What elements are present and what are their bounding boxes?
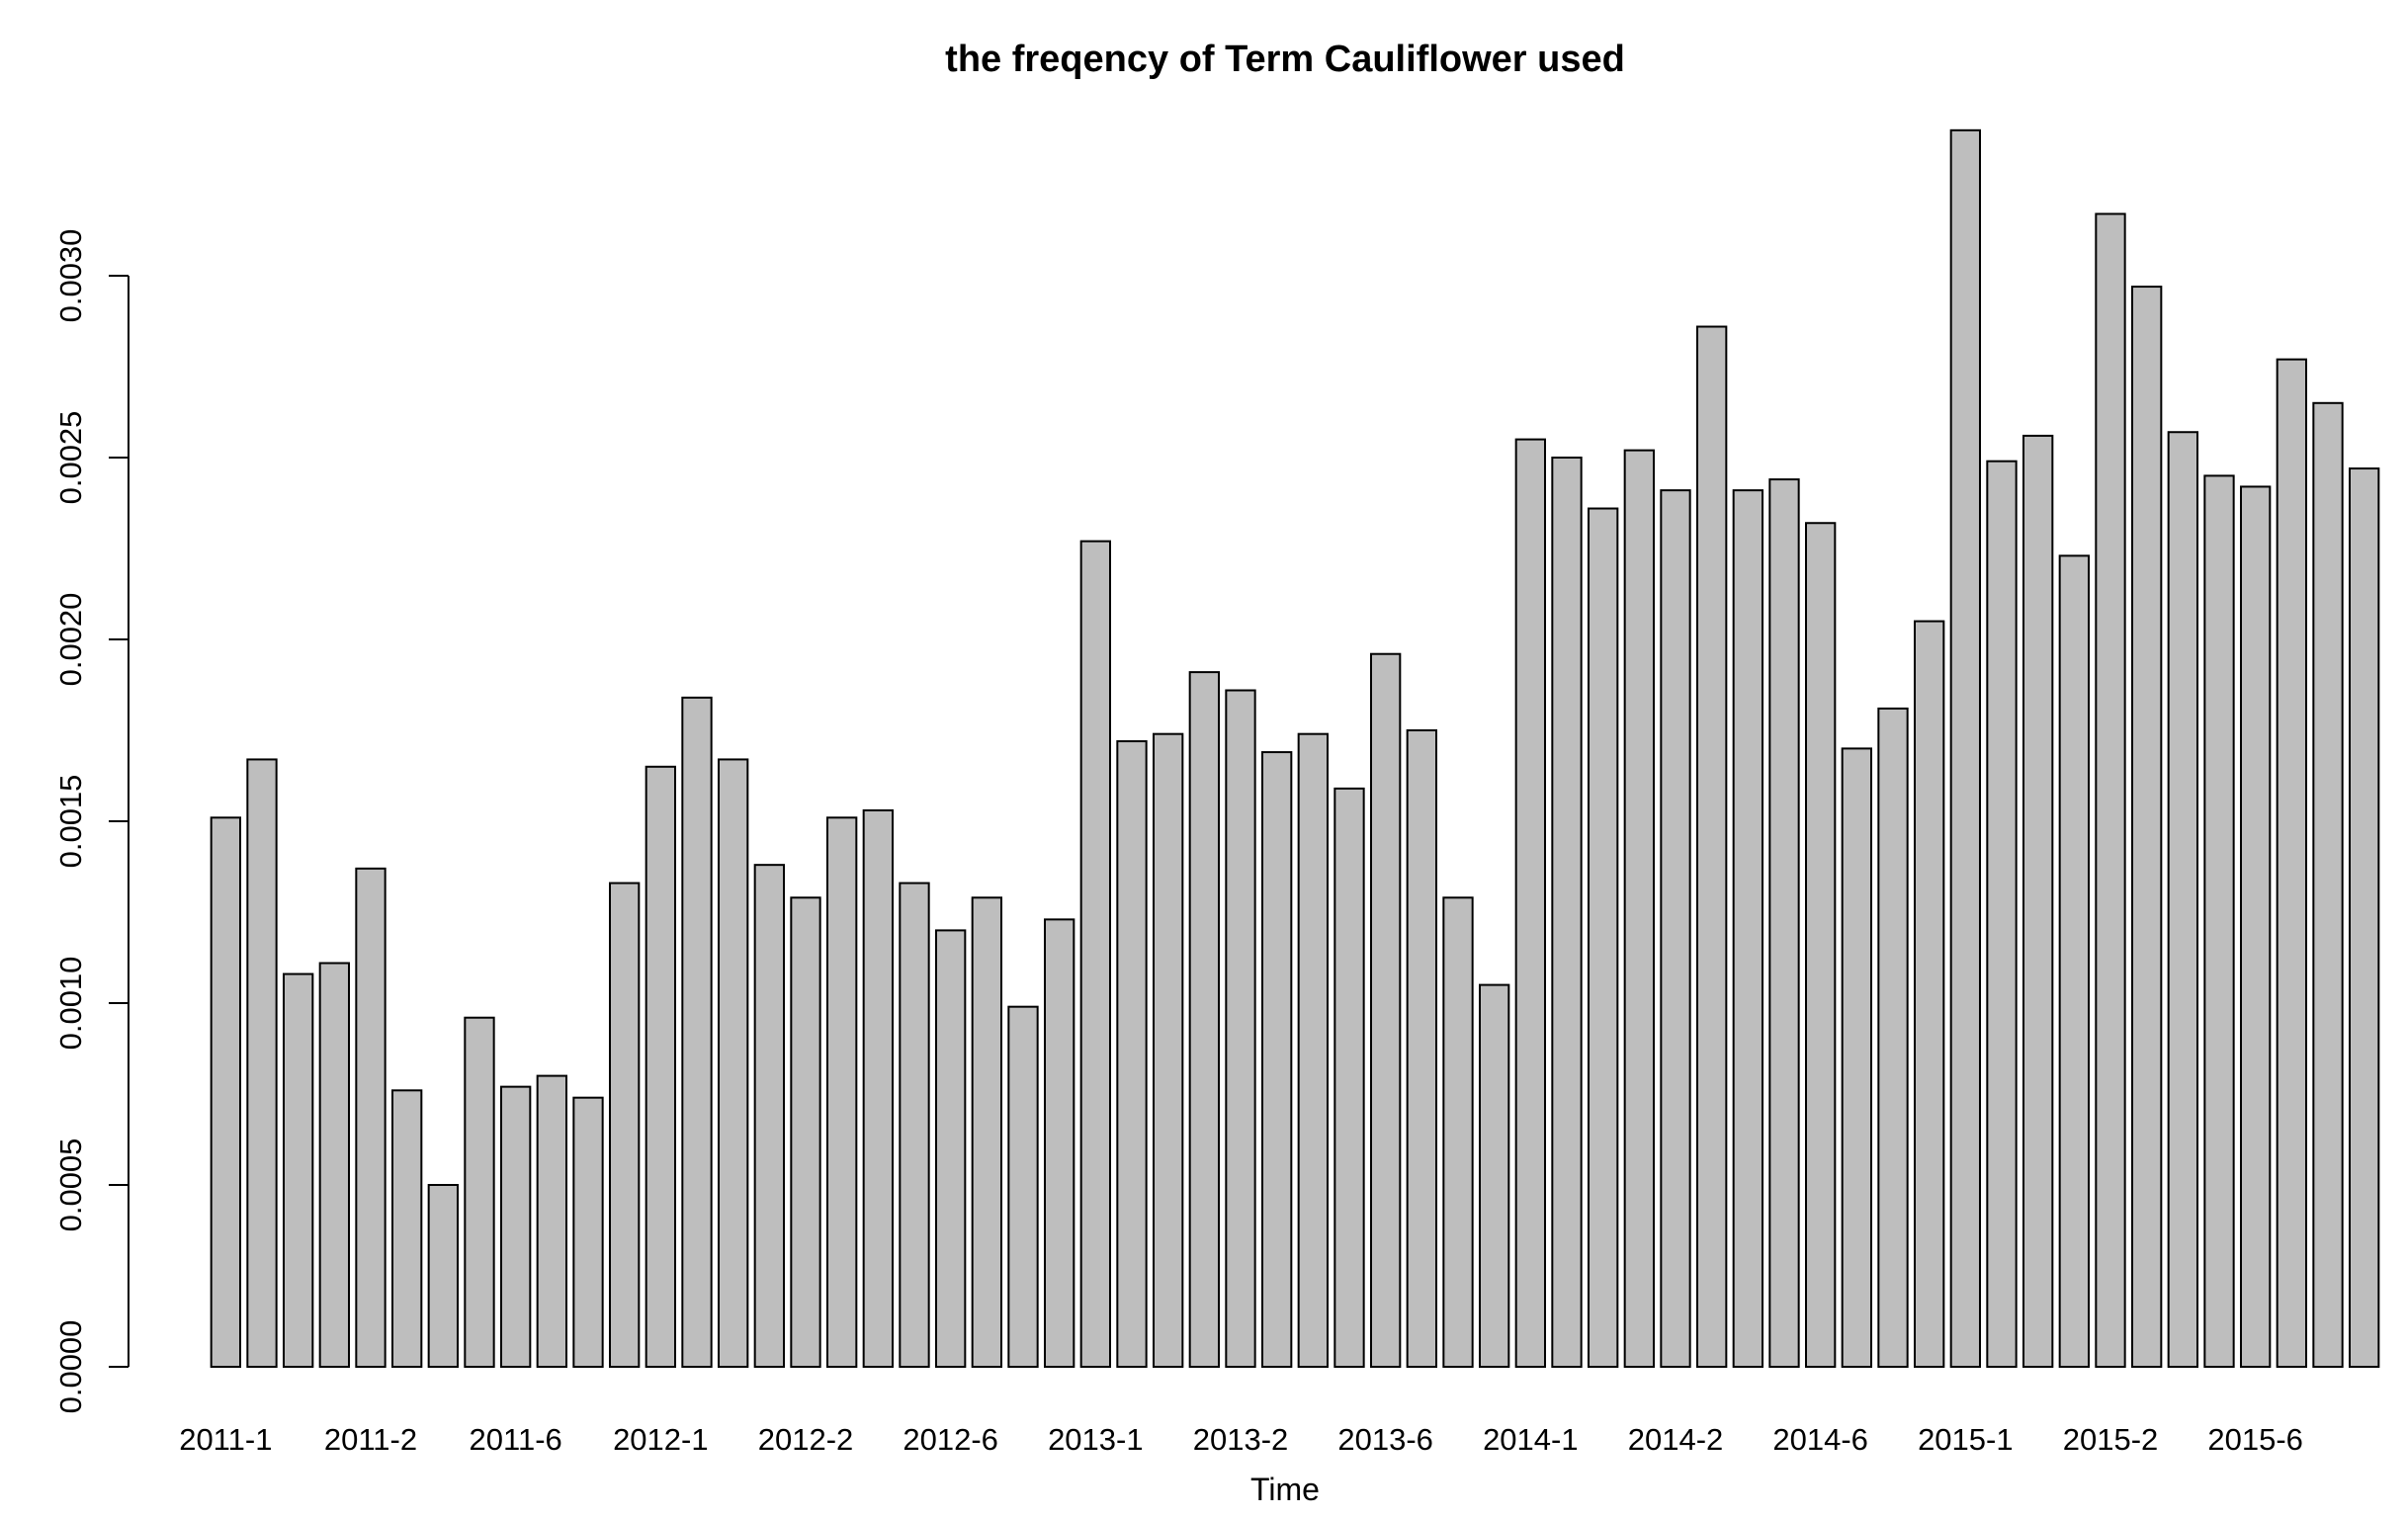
bar-51	[2058, 554, 2090, 1368]
x-axis-label: Time	[1250, 1472, 1320, 1507]
bar-34	[1442, 896, 1474, 1369]
y-tick-label-5: 0.0025	[53, 411, 88, 505]
x-tick-label-10: 2014-2	[1628, 1422, 1724, 1457]
bar-50	[2022, 434, 2054, 1369]
x-tick-label-8: 2013-6	[1337, 1422, 1433, 1457]
bar-52	[2095, 212, 2126, 1369]
bars-group	[210, 128, 2380, 1369]
bar-56	[2240, 485, 2272, 1368]
bar-15	[753, 864, 785, 1368]
x-tick-label-2: 2011-6	[470, 1422, 562, 1457]
bar-24	[1079, 540, 1112, 1368]
bar-36	[1514, 438, 1547, 1369]
bar-18	[862, 808, 894, 1368]
bar-13	[681, 696, 713, 1368]
bar-59	[2349, 467, 2380, 1369]
bar-10	[572, 1096, 604, 1369]
bar-40	[1660, 489, 1691, 1368]
bar-58	[2312, 401, 2344, 1368]
bar-6	[427, 1184, 460, 1368]
bar-0	[210, 816, 241, 1368]
bar-22	[1007, 1005, 1039, 1368]
bar-26	[1153, 732, 1184, 1368]
bar-3	[318, 962, 351, 1369]
x-tick-label-1: 2011-2	[324, 1422, 417, 1457]
x-tick-label-14: 2015-6	[2207, 1422, 2303, 1457]
bar-9	[536, 1074, 567, 1368]
y-tick-label-3: 0.0015	[53, 775, 88, 869]
bar-5	[391, 1089, 423, 1368]
x-tick-label-4: 2012-2	[758, 1422, 854, 1457]
bar-14	[718, 758, 749, 1368]
bar-29	[1261, 751, 1293, 1368]
y-tick-label-4: 0.0020	[53, 593, 88, 687]
bar-21	[971, 896, 1002, 1369]
y-axis: 0.0000 0.0005 0.0010 0.0015 0.0020 0.0025 0.00…	[53, 229, 129, 1414]
bar-42	[1732, 489, 1764, 1368]
x-axis-tick-labels: 2011-1 2011-2 2011-6 2012-1 2012-2 2012-6 2013…	[179, 1422, 2303, 1457]
bar-19	[899, 882, 930, 1368]
bar-39	[1623, 449, 1656, 1368]
bar-45	[1841, 747, 1873, 1368]
bar-17	[826, 816, 858, 1368]
chart-title: the freqency of Term Cauliflower used	[945, 39, 1625, 80]
bar-20	[935, 929, 967, 1369]
bar-12	[645, 765, 676, 1368]
bar-54	[2167, 431, 2198, 1368]
y-tick-label-2: 0.0010	[53, 957, 88, 1051]
x-tick-label-6: 2013-1	[1048, 1422, 1144, 1457]
bar-28	[1225, 689, 1256, 1368]
bar-49	[1986, 460, 2018, 1368]
x-tick-label-11: 2014-6	[1772, 1422, 1868, 1457]
bar-37	[1551, 457, 1583, 1368]
bar-2	[283, 972, 314, 1368]
bar-1	[246, 758, 278, 1368]
y-tick-label-1: 0.0005	[53, 1138, 88, 1232]
bar-35	[1479, 983, 1510, 1368]
bar-7	[464, 1016, 495, 1368]
bar-53	[2131, 286, 2163, 1368]
bar-43	[1768, 478, 1800, 1368]
x-tick-label-12: 2015-1	[1918, 1422, 2014, 1457]
bar-27	[1188, 671, 1221, 1368]
x-tick-label-3: 2012-1	[613, 1422, 709, 1457]
bar-16	[790, 896, 821, 1369]
bar-57	[2276, 358, 2307, 1368]
bar-46	[1877, 707, 1909, 1368]
y-tick-label-6: 0.0030	[53, 229, 88, 323]
bar-8	[500, 1085, 532, 1368]
x-tick-label-9: 2014-1	[1483, 1422, 1579, 1457]
y-tick-label-0: 0.0000	[53, 1320, 88, 1414]
bar-48	[1949, 128, 1982, 1368]
bar-31	[1333, 787, 1365, 1368]
bar-4	[355, 867, 387, 1369]
x-tick-label-5: 2012-6	[903, 1422, 998, 1457]
bar-23	[1044, 918, 1075, 1368]
x-tick-label-13: 2015-2	[2063, 1422, 2159, 1457]
bar-32	[1370, 652, 1402, 1368]
x-tick-label-0: 2011-1	[179, 1422, 272, 1457]
bar-30	[1297, 732, 1330, 1368]
bar-47	[1914, 620, 1945, 1368]
bar-33	[1406, 729, 1438, 1368]
bar-25	[1116, 740, 1148, 1368]
bar-38	[1588, 507, 1619, 1368]
bar-11	[609, 882, 641, 1368]
bar-41	[1696, 325, 1728, 1368]
bar-55	[2203, 474, 2235, 1368]
bar-44	[1805, 522, 1837, 1368]
x-tick-label-7: 2013-2	[1193, 1422, 1289, 1457]
